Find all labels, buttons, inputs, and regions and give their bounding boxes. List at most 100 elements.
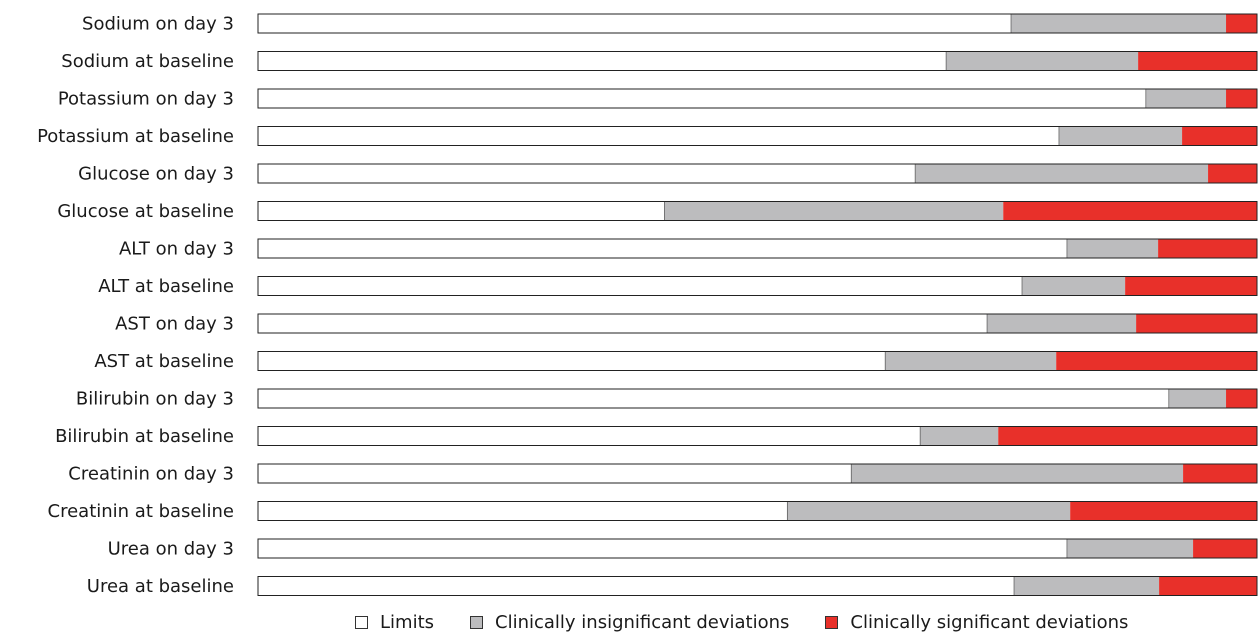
bar-segment-limits: [257, 388, 1170, 409]
category-label: Bilirubin on day 3: [76, 389, 234, 410]
bar-segment-limits: [257, 238, 1068, 259]
bar-segment-clinically-insignificant-deviations: [987, 314, 1137, 333]
bar-segment-clinically-insignificant-deviations: [915, 164, 1209, 183]
bar-row-alt-at-baseline: ALT at baseline: [98, 276, 1258, 297]
bar-outline: [257, 501, 1258, 521]
bar-row-creatinin-at-baseline: Creatinin at baseline: [48, 501, 1258, 522]
bar-row-sodium-at-baseline: Sodium at baseline: [61, 51, 1258, 72]
bar-row-urea-at-baseline: Urea at baseline: [87, 576, 1258, 597]
category-label: Potassium on day 3: [58, 89, 234, 110]
bar-segment-clinically-significant-deviations: [1138, 51, 1257, 71]
bar-segment-clinically-insignificant-deviations: [851, 464, 1184, 483]
category-label: Glucose at baseline: [57, 201, 234, 222]
bar-segment-limits: [257, 463, 852, 484]
category-label: Creatinin on day 3: [68, 464, 234, 485]
category-label: ALT on day 3: [119, 239, 234, 260]
bar-row-ast-at-baseline: AST at baseline: [94, 351, 1258, 372]
bar-segment-clinically-significant-deviations: [998, 426, 1257, 446]
category-label: Potassium at baseline: [37, 126, 234, 147]
bar-segment-clinically-insignificant-deviations: [885, 351, 1057, 371]
bar-outline: [257, 313, 1258, 334]
stacked-bar-chart: Sodium on day 3 Sodium at baseline Potassi…: [37, 13, 1258, 597]
bar-outline: [257, 13, 1258, 34]
bar-segment-clinically-insignificant-deviations: [787, 501, 1071, 521]
bar-row-glucose-on-day-3: Glucose on day 3: [78, 163, 1258, 185]
category-label: Sodium at baseline: [61, 51, 234, 72]
category-label: Bilirubin at baseline: [55, 426, 234, 447]
category-label: Glucose on day 3: [78, 164, 234, 185]
bar-segment-limits: [257, 313, 988, 334]
bar-segment-clinically-significant-deviations: [1070, 501, 1257, 521]
bar-row-creatinin-on-day-3: Creatinin on day 3: [68, 463, 1258, 485]
bar-row-ast-on-day-3: AST on day 3: [115, 313, 1258, 335]
bar-segment-clinically-significant-deviations: [1226, 89, 1257, 108]
legend-swatch-insignificant: [470, 616, 483, 629]
bar-segment-clinically-significant-deviations: [1136, 314, 1257, 333]
bar-segment-limits: [257, 538, 1068, 559]
category-label: Urea on day 3: [108, 539, 234, 560]
bar-row-alt-on-day-3: ALT on day 3: [119, 238, 1258, 260]
bar-segment-clinically-significant-deviations: [1159, 576, 1257, 596]
bar-row-potassium-at-baseline: Potassium at baseline: [37, 126, 1258, 147]
bar-outline: [257, 426, 1258, 446]
legend-label-limits: Limits: [380, 612, 434, 633]
bar-outline: [257, 538, 1258, 559]
bar-outline: [257, 388, 1258, 409]
bar-segment-clinically-significant-deviations: [1056, 351, 1257, 371]
bar-segment-clinically-insignificant-deviations: [1011, 14, 1227, 33]
bar-segment-clinically-significant-deviations: [1158, 239, 1257, 258]
category-label: Creatinin at baseline: [48, 501, 234, 522]
bar-outline: [257, 576, 1258, 596]
bar-segment-clinically-significant-deviations: [1125, 276, 1257, 296]
bar-segment-limits: [257, 13, 1012, 34]
bar-segment-clinically-insignificant-deviations: [946, 51, 1139, 71]
bar-segment-limits: [257, 426, 921, 446]
legend-item-limits: Limits: [355, 612, 434, 633]
bar-segment-clinically-significant-deviations: [1226, 389, 1257, 408]
bar-segment-clinically-insignificant-deviations: [1067, 239, 1159, 258]
bar-segment-limits: [257, 126, 1060, 146]
bar-segment-clinically-significant-deviations: [1226, 14, 1257, 33]
bar-segment-limits: [257, 576, 1015, 596]
legend-swatch-significant: [825, 616, 839, 629]
bar-segment-clinically-insignificant-deviations: [1067, 539, 1194, 558]
bar-segment-clinically-insignificant-deviations: [920, 426, 999, 446]
legend-label-insignificant: Clinically insignificant deviations: [495, 612, 790, 633]
bar-segment-clinically-significant-deviations: [1182, 126, 1257, 146]
bar-row-bilirubin-on-day-3: Bilirubin on day 3: [76, 388, 1258, 410]
bar-segment-clinically-significant-deviations: [1183, 464, 1257, 483]
category-label: AST at baseline: [94, 351, 234, 372]
category-label: Sodium on day 3: [82, 14, 234, 35]
category-label: Urea at baseline: [87, 576, 234, 597]
bar-segment-clinically-significant-deviations: [1193, 539, 1257, 558]
bar-segment-clinically-insignificant-deviations: [1014, 576, 1160, 596]
bar-outline: [257, 201, 1258, 221]
bar-segment-clinically-significant-deviations: [1003, 201, 1257, 221]
bar-outline: [257, 51, 1258, 71]
legend-item-significant: Clinically significant deviations: [825, 612, 1128, 633]
bar-segment-limits: [257, 163, 916, 184]
bar-row-urea-on-day-3: Urea on day 3: [108, 538, 1258, 560]
bar-row-potassium-on-day-3: Potassium on day 3: [58, 88, 1258, 110]
legend-item-insignificant: Clinically insignificant deviations: [470, 612, 789, 633]
bar-row-glucose-at-baseline: Glucose at baseline: [57, 201, 1258, 222]
bar-segment-clinically-insignificant-deviations: [1022, 276, 1126, 296]
bar-segment-limits: [257, 51, 947, 71]
bar-outline: [257, 276, 1258, 296]
bar-segment-limits: [257, 88, 1147, 109]
bar-segment-clinically-insignificant-deviations: [1146, 89, 1227, 108]
bar-outline: [257, 88, 1258, 109]
bar-segment-clinically-insignificant-deviations: [1059, 126, 1183, 146]
bar-row-bilirubin-at-baseline: Bilirubin at baseline: [55, 426, 1258, 447]
bar-segment-limits: [257, 351, 886, 371]
category-label: ALT at baseline: [98, 276, 234, 297]
bar-segment-clinically-insignificant-deviations: [664, 201, 1004, 221]
bar-outline: [257, 238, 1258, 259]
bar-segment-limits: [257, 276, 1023, 296]
bar-row-sodium-on-day-3: Sodium on day 3: [82, 13, 1258, 35]
bar-outline: [257, 126, 1258, 146]
legend: Limits Clinically insignificant deviatio…: [0, 612, 1258, 636]
legend-swatch-limits: [355, 616, 368, 629]
bar-segment-limits: [257, 201, 666, 221]
bar-segment-limits: [257, 501, 788, 521]
